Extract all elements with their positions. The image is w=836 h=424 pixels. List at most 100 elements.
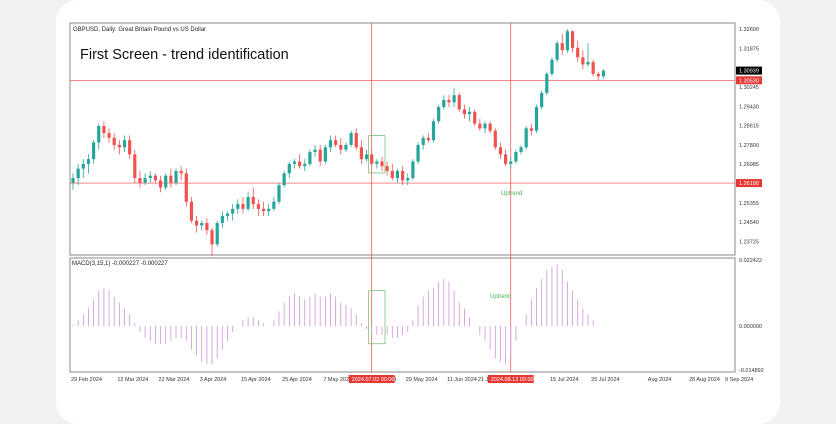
candle-body bbox=[421, 137, 425, 145]
candle-body bbox=[210, 230, 214, 245]
candle-body bbox=[375, 161, 379, 164]
candle-body bbox=[504, 154, 508, 164]
date-tick-label: 29 Feb 2024 bbox=[71, 377, 102, 383]
candle-body bbox=[359, 147, 363, 160]
candle-body bbox=[560, 43, 564, 51]
candle-body bbox=[334, 140, 338, 145]
candle-body bbox=[272, 201, 276, 209]
date-tick-label: 7 May 2024 bbox=[323, 377, 352, 383]
price-tick-label: 1.28615 bbox=[739, 124, 759, 130]
date-tick-label: 15 Jul 2024 bbox=[550, 377, 578, 383]
price-tick-label: 1.32690 bbox=[739, 27, 759, 33]
candle-body bbox=[205, 223, 209, 231]
candle-body bbox=[298, 161, 302, 167]
candle-body bbox=[534, 107, 539, 131]
price-tag-bg bbox=[736, 66, 762, 75]
price-tick-label: 1.24540 bbox=[739, 220, 759, 226]
candle-body bbox=[220, 215, 224, 224]
candle-body bbox=[143, 178, 147, 183]
candle-body bbox=[122, 140, 127, 148]
candle-body bbox=[148, 175, 152, 179]
candle-body bbox=[483, 123, 487, 129]
date-tag-bg bbox=[487, 375, 534, 383]
macd-tick-label: -0.014892 bbox=[739, 368, 764, 374]
candle-body bbox=[261, 208, 266, 212]
candle-body bbox=[282, 173, 286, 186]
candle-body bbox=[442, 99, 446, 108]
date-tick-label: 3 Apr 2024 bbox=[200, 377, 227, 383]
candle-body bbox=[395, 170, 400, 179]
candle-body bbox=[215, 223, 219, 245]
price-tick-label: 1.31875 bbox=[739, 46, 759, 52]
candle-body bbox=[426, 137, 430, 141]
candle-body bbox=[545, 73, 549, 93]
candle-body bbox=[184, 173, 188, 202]
candle-body bbox=[164, 175, 168, 188]
candle-body bbox=[174, 170, 178, 183]
candle-body bbox=[385, 166, 389, 171]
candle-body bbox=[570, 31, 575, 48]
reference-lines bbox=[70, 23, 735, 372]
candle-body bbox=[292, 161, 297, 164]
candle-body bbox=[581, 57, 585, 65]
candle-body bbox=[92, 142, 96, 160]
price-tick-label: 1.29430 bbox=[739, 104, 759, 110]
candle-body bbox=[498, 147, 503, 155]
price-tick-label: 1.25355 bbox=[739, 201, 759, 207]
candle-body bbox=[107, 133, 111, 138]
candle-body bbox=[344, 144, 348, 150]
candle-body bbox=[519, 147, 523, 153]
candle-body bbox=[71, 178, 75, 183]
candle-body bbox=[323, 147, 327, 162]
date-tick-label: 25 Apr 2024 bbox=[282, 377, 312, 383]
uptrend-annotation-macd: Uptrend bbox=[490, 294, 511, 300]
price-panel bbox=[69, 22, 736, 256]
candle-body bbox=[478, 123, 482, 129]
candle-body bbox=[411, 161, 415, 179]
date-tick-label: 29 May 2024 bbox=[406, 377, 438, 383]
uptrend-box-price bbox=[368, 135, 386, 174]
candle-body bbox=[576, 47, 580, 58]
candle-body bbox=[241, 204, 245, 209]
candle-body bbox=[189, 201, 194, 221]
candle-body bbox=[364, 154, 369, 160]
candle-body bbox=[457, 95, 461, 110]
symbol-label: GBPUSD, Daily: Great Britain Pound vs US… bbox=[73, 27, 206, 33]
candle-body bbox=[349, 133, 353, 145]
candle-body bbox=[339, 144, 343, 150]
card bbox=[56, 0, 780, 424]
highlight-boxes bbox=[368, 135, 386, 345]
candle-body bbox=[256, 204, 260, 209]
date-tick-label: 12 Mar 2024 bbox=[117, 377, 148, 383]
uptrend-annotation-price: Uptrend bbox=[501, 191, 522, 197]
candle-body bbox=[102, 125, 106, 134]
candle-body bbox=[236, 204, 240, 209]
candle-body bbox=[447, 99, 451, 103]
candle-body bbox=[153, 175, 157, 181]
date-tick-label: 9 Sep 2024 bbox=[725, 377, 753, 383]
candle-body bbox=[313, 149, 317, 153]
candle-body bbox=[328, 140, 333, 148]
candle-body bbox=[195, 220, 199, 226]
candle-body bbox=[493, 130, 497, 148]
candle-body bbox=[128, 140, 132, 155]
price-tag-label: 1.26188 bbox=[739, 181, 759, 187]
candle-body bbox=[452, 95, 456, 103]
chart-title: First Screen - trend identification bbox=[80, 47, 289, 63]
candle-body bbox=[97, 125, 101, 143]
candle-body bbox=[555, 43, 559, 60]
candle-body bbox=[133, 154, 137, 179]
candle-body bbox=[308, 152, 312, 164]
candle-body bbox=[437, 107, 441, 122]
date-tag-bg bbox=[348, 375, 395, 383]
candle-body bbox=[318, 149, 322, 162]
date-tick-label: 21 Ju bbox=[478, 377, 491, 383]
macd-tick-label: 0.022422 bbox=[739, 258, 762, 264]
candle-body bbox=[390, 170, 394, 179]
price-tag-bg bbox=[736, 179, 762, 188]
candle-body bbox=[76, 168, 80, 179]
candle-body bbox=[246, 197, 250, 209]
candle-body bbox=[179, 170, 183, 174]
candle-body bbox=[586, 62, 590, 65]
